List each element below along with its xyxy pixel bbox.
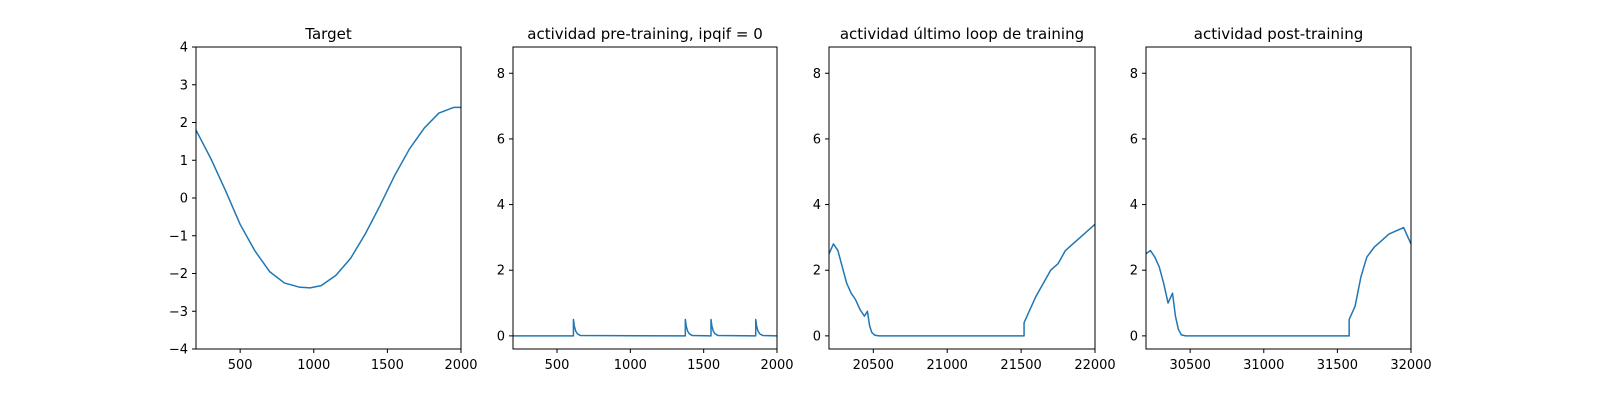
chart-title: Target	[304, 25, 352, 43]
chart-title: actividad post-training	[1194, 25, 1363, 43]
axes-frame	[512, 46, 778, 350]
x-tick-label: 21500	[1000, 358, 1041, 373]
y-tick-label: 4	[1130, 198, 1138, 213]
chart-panel-3: actividad último loop de training 20500 21…	[813, 25, 1116, 373]
series-line	[829, 223, 1095, 337]
chart-title: actividad pre-training, ipqif = 0	[527, 25, 763, 43]
x-tick-label: 22000	[1074, 358, 1115, 373]
y-tick-label: 6	[1130, 132, 1138, 147]
x-tick-label: 1500	[687, 358, 720, 373]
series-line	[196, 106, 461, 289]
axes-frame	[195, 46, 462, 350]
y-tick-label: 8	[1130, 67, 1138, 82]
x-tick-label: 2000	[444, 358, 477, 373]
x-tick-label: 2000	[760, 358, 793, 373]
chart-panel-4: actividad post-training 30500 31000 31500 32…	[1130, 25, 1432, 373]
x-tick-label: 32000	[1390, 358, 1431, 373]
y-tick-label: 6	[497, 132, 505, 147]
y-tick-label: 0	[497, 329, 505, 344]
chart-title: actividad último loop de training	[840, 25, 1084, 43]
x-tick-label: 30500	[1169, 358, 1210, 373]
axes-frame	[828, 46, 1096, 350]
series-line	[1146, 226, 1411, 337]
y-tick-label: 0	[813, 329, 821, 344]
y-tick-label: 4	[813, 198, 821, 213]
y-tick-label: 6	[813, 132, 821, 147]
chart-panel-2: actividad pre-training, ipqif = 0 500 1000…	[497, 25, 794, 373]
chart-panel-1: Target 500 1000 1500 2000 −4 −3 −2 −1 0 1 2 3 4	[169, 25, 478, 373]
y-tick-label: 2	[813, 264, 821, 279]
y-tick-label: 1	[180, 154, 188, 169]
y-tick-label: −3	[169, 305, 188, 320]
x-tick-label: 500	[228, 358, 253, 373]
y-tick-label: 3	[180, 78, 188, 93]
y-tick-label: −1	[169, 229, 188, 244]
x-tick-label: 1000	[297, 358, 330, 373]
y-tick-label: 4	[497, 198, 505, 213]
x-tick-label: 21000	[927, 358, 968, 373]
y-tick-label: 0	[1130, 329, 1138, 344]
axes-frame	[1145, 46, 1412, 350]
y-tick-label: −2	[169, 267, 188, 282]
y-tick-label: 2	[180, 116, 188, 131]
y-tick-label: 2	[497, 264, 505, 279]
y-tick-label: 8	[497, 67, 505, 82]
x-tick-label: 20500	[853, 358, 894, 373]
y-tick-label: −4	[169, 343, 188, 358]
x-tick-label: 31500	[1317, 358, 1358, 373]
x-tick-label: 31000	[1243, 358, 1284, 373]
series-line	[513, 318, 777, 337]
x-tick-label: 1000	[614, 358, 647, 373]
x-tick-label: 1500	[371, 358, 404, 373]
y-tick-label: 8	[813, 67, 821, 82]
y-tick-label: 0	[180, 192, 188, 207]
x-tick-label: 500	[545, 358, 570, 373]
y-tick-label: 4	[180, 41, 188, 56]
y-tick-label: 2	[1130, 264, 1138, 279]
